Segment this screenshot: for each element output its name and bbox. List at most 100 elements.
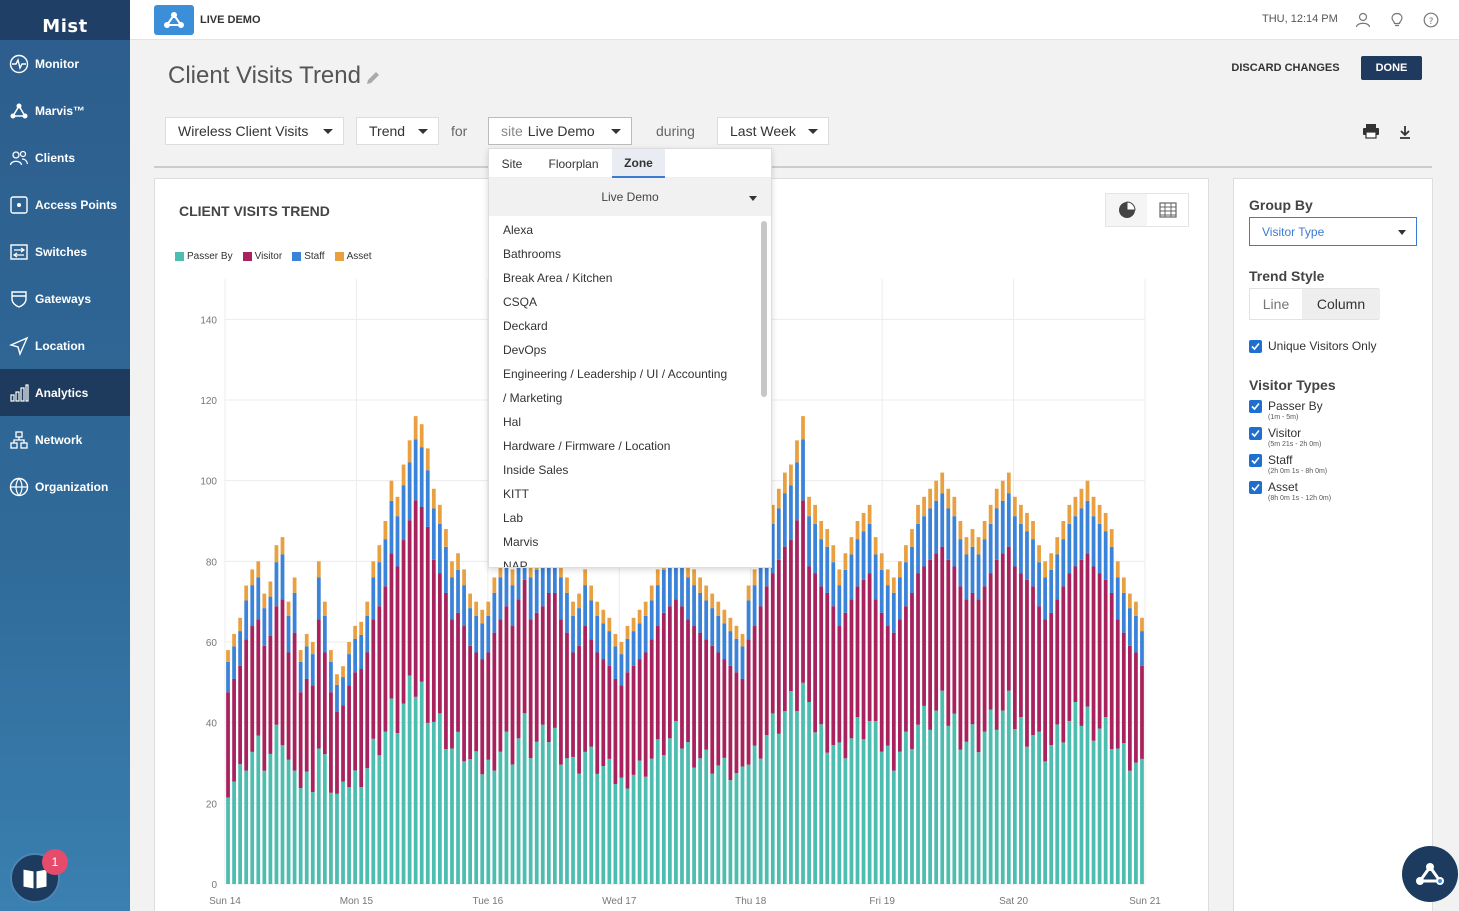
trend-column-option[interactable]: Column <box>1302 289 1380 319</box>
zone-list-item[interactable]: Bathrooms <box>503 247 562 261</box>
sidebar-item-label: Location <box>35 338 85 353</box>
bar-segment-visitor <box>425 526 430 723</box>
zone-list-item[interactable]: Engineering / Leadership / UI / Accounti… <box>503 367 728 381</box>
scope-dropdown[interactable]: site Live Demo <box>488 117 632 145</box>
visitor-type-checkbox[interactable]: Staff (2h 0m 1s - 8h 0m) <box>1249 453 1327 475</box>
chevron-down-icon <box>749 196 757 201</box>
period-dropdown[interactable]: Last Week <box>717 117 829 145</box>
bar-segment-staff <box>722 623 727 660</box>
sidebar-item-organization[interactable]: Organization <box>0 463 130 510</box>
visitor-type-range: (2h 0m 1s - 8h 0m) <box>1268 468 1328 475</box>
sidebar-item-clients[interactable]: Clients <box>0 134 130 181</box>
bar-segment-staff <box>637 623 642 660</box>
tab-floorplan[interactable]: Floorplan <box>548 156 599 171</box>
bar-segment-asset <box>595 601 600 616</box>
metric-dropdown[interactable]: Wireless Client Visits <box>165 117 344 145</box>
sidebar-item-location[interactable]: Location <box>0 322 130 369</box>
bar-segment-staff <box>752 585 757 627</box>
marvis-assistant-button[interactable] <box>1402 846 1458 902</box>
tab-site[interactable]: Site <box>501 156 523 171</box>
zone-list-item[interactable]: Break Area / Kitchen <box>503 271 613 285</box>
bar-segment-passer-by <box>789 691 793 884</box>
visitor-type-checkbox[interactable]: Passer By (1m - 5m) <box>1249 399 1323 421</box>
bar-segment-staff <box>613 646 618 679</box>
bar-segment-asset <box>625 625 630 639</box>
bar-segment-passer-by <box>710 773 715 884</box>
bar-segment-passer-by <box>304 771 309 884</box>
bar-segment-staff <box>964 554 969 600</box>
site-select[interactable]: Live Demo <box>489 178 771 216</box>
legend-item[interactable]: Staff <box>292 251 325 262</box>
bar-segment-asset <box>407 440 412 463</box>
marvis-icon <box>9 101 29 121</box>
zone-list-item[interactable]: CSQA <box>503 295 538 309</box>
pencil-icon[interactable] <box>364 69 382 92</box>
bar-segment-passer-by <box>807 702 811 884</box>
org-icon[interactable] <box>154 4 194 35</box>
bar-segment-staff <box>353 638 358 673</box>
zone-list-item[interactable]: / Marketing <box>503 391 563 405</box>
y-tick-label: 100 <box>200 477 217 488</box>
bar-segment-passer-by <box>667 738 672 884</box>
trend-line-option[interactable]: Line <box>1262 296 1290 312</box>
zone-list-item[interactable]: Marvis <box>503 535 539 549</box>
sidebar-item-access-point[interactable]: Access Points <box>0 181 130 228</box>
bar-segment-passer-by <box>516 738 521 884</box>
sidebar-item-label: Marvis™ <box>35 103 86 118</box>
zone-list-item[interactable]: Lab <box>503 511 524 525</box>
bar-segment-asset <box>776 488 781 509</box>
bar-segment-passer-by <box>801 682 805 884</box>
lightbulb-icon[interactable] <box>1388 11 1406 29</box>
discard-changes-button[interactable]: DISCARD CHANGES <box>1228 56 1343 80</box>
bar-segment-visitor <box>643 652 648 777</box>
bar-segment-visitor <box>970 592 975 725</box>
download-icon[interactable] <box>1398 124 1412 145</box>
org-name[interactable]: LIVE DEMO <box>200 13 261 26</box>
zone-list-item[interactable]: NAP <box>503 559 528 568</box>
bar-segment-passer-by <box>661 755 666 884</box>
bar-segment-passer-by <box>286 759 291 884</box>
sidebar-item-network[interactable]: Network <box>0 416 130 463</box>
bar-segment-visitor <box>704 639 709 750</box>
group-by-select[interactable]: Visitor Type <box>1249 217 1417 246</box>
pie-chart-icon[interactable] <box>1106 194 1147 226</box>
view-dropdown[interactable]: Trend <box>356 117 439 145</box>
done-button[interactable]: DONE <box>1361 56 1422 80</box>
zone-list-item[interactable]: Alexa <box>503 223 534 237</box>
zone-list-item[interactable]: Hal <box>503 415 522 429</box>
user-icon[interactable] <box>1354 11 1372 29</box>
visitor-type-checkbox[interactable]: Visitor (5m 21s - 2h 0m) <box>1249 426 1321 448</box>
bar-segment-asset <box>837 569 842 586</box>
zone-list-item[interactable]: KITT <box>503 487 529 501</box>
table-icon[interactable] <box>1147 194 1188 226</box>
x-tick-label: Wed 17 <box>602 896 637 907</box>
bar-segment-staff <box>891 592 896 633</box>
bar-segment-passer-by <box>831 745 836 884</box>
scrollbar[interactable] <box>761 221 767 397</box>
zone-list-item[interactable]: Deckard <box>503 319 548 333</box>
bar-segment-staff <box>885 585 890 627</box>
print-icon[interactable] <box>1362 123 1380 144</box>
zone-list-item[interactable]: DevOps <box>503 343 547 357</box>
sidebar-item-monitor[interactable]: Monitor <box>0 40 130 87</box>
zone-list-item[interactable]: Inside Sales <box>503 463 569 477</box>
unique-visitors-checkbox[interactable]: Unique Visitors Only <box>1249 339 1377 353</box>
sidebar-item-gateway[interactable]: Gateways <box>0 275 130 322</box>
tab-zone[interactable]: Zone <box>612 149 665 178</box>
bar-segment-asset <box>704 585 709 601</box>
bar-segment-staff <box>704 600 709 640</box>
sidebar-item-analytics[interactable]: Analytics <box>0 369 130 416</box>
sidebar-item-switch[interactable]: Switches <box>0 228 130 275</box>
visitor-type-checkbox[interactable]: Asset (8h 0m 1s - 12h 0m) <box>1249 480 1331 502</box>
legend-item[interactable]: Passer By <box>175 251 233 262</box>
bar-segment-asset <box>395 496 400 517</box>
mist-logo[interactable]: Mist <box>0 0 130 40</box>
bar-segment-passer-by <box>746 764 751 884</box>
sidebar-item-marvis[interactable]: Marvis™ <box>0 87 130 134</box>
legend-item[interactable]: Asset <box>334 251 372 262</box>
bar-segment-visitor <box>559 619 563 765</box>
help-icon[interactable]: ? <box>1422 11 1440 29</box>
legend-item[interactable]: Visitor <box>242 251 282 262</box>
bar-segment-visitor <box>292 632 297 771</box>
zone-list-item[interactable]: Hardware / Firmware / Location <box>503 439 671 453</box>
